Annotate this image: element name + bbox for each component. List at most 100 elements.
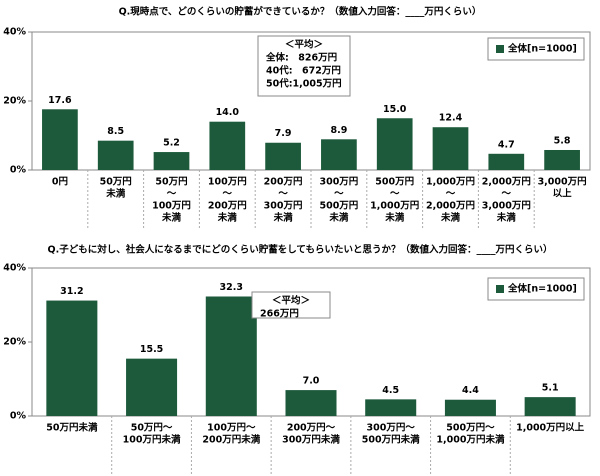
bar [153, 152, 190, 170]
x-tick-label: 500万円 [375, 177, 414, 188]
legend-box [487, 37, 585, 61]
bar [321, 139, 357, 170]
value-label: 5.8 [554, 135, 571, 146]
x-tick-label: ～ [223, 189, 233, 200]
value-label: 15.0 [383, 104, 407, 115]
x-tick-label: 300万円～ [367, 423, 416, 434]
annotation-text: 266万円 [260, 309, 299, 320]
y-tick-label: 40% [3, 27, 26, 38]
x-tick-label: 500万円～ [446, 423, 495, 434]
y-tick-label: 0% [10, 165, 27, 176]
legend-swatch [496, 45, 504, 53]
x-tick-label: 50万円～ [131, 423, 173, 434]
chart-title: Q.子どもに対し、社会人になるまでにどのくらい貯蓄をしてもらいたいと思うか？（数… [48, 244, 553, 256]
x-tick-label: 未満 [161, 212, 182, 224]
x-tick-label: 100万円 [208, 177, 247, 188]
bar [488, 153, 525, 170]
x-tick-label: 未満 [328, 212, 349, 224]
x-tick-label: 未満 [496, 212, 517, 224]
x-tick-label: 未満 [273, 212, 294, 224]
value-label: 14.0 [216, 107, 240, 118]
x-tick-label: 50万円未満 [46, 422, 98, 434]
x-tick-label: 300万円 [264, 201, 303, 212]
x-tick-label: 未満 [217, 212, 238, 224]
x-tick-label: ～ [334, 189, 344, 200]
value-label: 8.5 [107, 126, 124, 137]
x-tick-label: 200万円 [208, 201, 247, 212]
annotation-text: ＜平均＞ [272, 295, 310, 307]
annotation-text: ＜平均＞ [285, 39, 323, 51]
x-tick-label: 2,000万円 [426, 201, 475, 212]
x-tick-label: 200万円～ [287, 423, 336, 434]
x-tick-label: 200万円未満 [202, 434, 260, 446]
bar [265, 142, 301, 170]
value-label: 31.2 [60, 286, 83, 297]
x-tick-label: 100万円未満 [123, 434, 181, 446]
bar [376, 118, 413, 170]
value-label: 4.5 [382, 385, 399, 396]
x-tick-label: 500万円未満 [362, 434, 420, 446]
legend-box [487, 277, 585, 301]
x-tick-label: 500万円 [319, 201, 358, 212]
value-label: 8.9 [330, 125, 347, 136]
x-tick-label: 未満 [440, 212, 461, 224]
annotation-text: 全体: 826万円 [265, 52, 337, 64]
value-label: 32.3 [220, 282, 243, 293]
annotation-box [257, 35, 351, 97]
legend-label: 全体[n=1000] [507, 43, 577, 55]
x-tick-label: 300万円未満 [282, 434, 340, 446]
bar [97, 140, 134, 170]
x-tick-label: ～ [502, 189, 512, 200]
x-tick-label: ～ [167, 189, 177, 200]
value-label: 12.4 [439, 113, 463, 124]
value-label: 4.4 [462, 385, 479, 396]
value-label: 5.1 [542, 383, 559, 394]
bar [365, 399, 417, 416]
value-label: 7.0 [303, 376, 320, 387]
x-tick-label: ～ [390, 189, 400, 200]
bar [432, 127, 469, 170]
bar [285, 390, 337, 416]
bar [444, 399, 496, 416]
bar [46, 300, 98, 416]
x-tick-label: 未満 [384, 212, 405, 224]
x-tick-label: 0円 [52, 177, 68, 188]
y-tick-label: 40% [3, 263, 26, 274]
legend-swatch [496, 285, 504, 293]
x-tick-label: 1,000万円以上 [516, 422, 585, 434]
x-tick-label: 100万円～ [207, 423, 256, 434]
x-tick-label: 200万円 [264, 177, 303, 188]
x-tick-label: 100万円 [152, 201, 191, 212]
annotation-box [251, 291, 331, 319]
x-tick-label: 1,000万円未満 [436, 434, 505, 446]
bar [524, 397, 576, 416]
value-label: 5.2 [163, 138, 180, 149]
x-tick-label: 300万円 [319, 177, 358, 188]
x-tick-label: 50万円 [155, 177, 187, 188]
bar [42, 109, 78, 170]
y-tick-label: 0% [10, 411, 27, 422]
chart-title: Q.現時点で、どのくらいの貯蓄ができているか？（数値入力回答：____万円くらい… [119, 6, 482, 18]
x-tick-label: 1,000万円 [370, 201, 419, 212]
value-label: 15.5 [140, 344, 163, 355]
x-tick-label: 以上 [553, 188, 573, 200]
value-label: 4.7 [498, 139, 515, 150]
x-tick-label: ～ [278, 189, 288, 200]
bar [544, 149, 580, 170]
x-tick-label: 1,000万円 [426, 177, 475, 188]
y-tick-label: 20% [3, 337, 26, 348]
x-tick-label: ～ [446, 189, 456, 200]
y-tick-label: 20% [3, 96, 26, 107]
annotation-text: 50代:1,005万円 [266, 78, 342, 90]
value-label: 7.9 [275, 128, 292, 139]
legend-label: 全体[n=1000] [507, 283, 577, 295]
x-tick-label: 3,000万円 [538, 177, 587, 188]
x-tick-label: 未満 [105, 188, 126, 200]
x-tick-label: 3,000万円 [482, 201, 531, 212]
value-label: 17.6 [48, 95, 72, 106]
annotation-text: 40代: 672万円 [266, 65, 341, 77]
bar [209, 121, 246, 170]
bar [126, 358, 178, 416]
x-tick-label: 2,000万円 [482, 177, 531, 188]
